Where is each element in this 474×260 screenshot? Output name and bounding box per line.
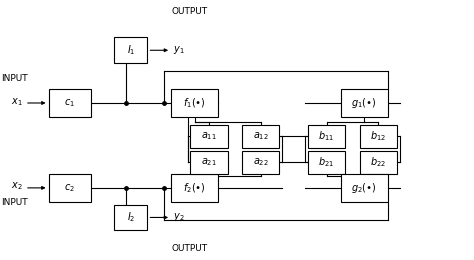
Text: $b_{22}$: $b_{22}$	[370, 155, 386, 169]
FancyBboxPatch shape	[359, 125, 397, 148]
Text: $b_{11}$: $b_{11}$	[319, 129, 335, 143]
Text: $a_{22}$: $a_{22}$	[253, 156, 268, 168]
Text: $f_2(\bullet)$: $f_2(\bullet)$	[183, 181, 206, 195]
FancyBboxPatch shape	[308, 125, 346, 148]
FancyBboxPatch shape	[190, 125, 228, 148]
Text: $a_{21}$: $a_{21}$	[201, 156, 217, 168]
Text: OUTPUT: OUTPUT	[172, 244, 208, 253]
Text: $g_2(\bullet)$: $g_2(\bullet)$	[351, 181, 377, 195]
Text: $y_2$: $y_2$	[173, 211, 185, 223]
FancyBboxPatch shape	[242, 125, 279, 148]
FancyBboxPatch shape	[359, 151, 397, 174]
Text: $I_2$: $I_2$	[127, 211, 135, 224]
FancyBboxPatch shape	[171, 89, 218, 117]
FancyBboxPatch shape	[308, 151, 346, 174]
Text: $c_1$: $c_1$	[64, 97, 75, 109]
Text: $f_1(\bullet)$: $f_1(\bullet)$	[183, 96, 206, 110]
Text: $c_2$: $c_2$	[64, 182, 75, 194]
FancyBboxPatch shape	[115, 37, 147, 63]
Text: $a_{12}$: $a_{12}$	[253, 131, 268, 142]
Text: $b_{12}$: $b_{12}$	[370, 129, 386, 143]
Text: $g_1(\bullet)$: $g_1(\bullet)$	[351, 96, 377, 110]
Text: $x_1$: $x_1$	[11, 96, 22, 108]
Text: OUTPUT: OUTPUT	[172, 7, 208, 16]
FancyBboxPatch shape	[171, 174, 218, 202]
FancyBboxPatch shape	[190, 151, 228, 174]
Text: INPUT: INPUT	[1, 198, 28, 206]
Text: $I_1$: $I_1$	[127, 43, 135, 57]
Text: $x_2$: $x_2$	[11, 181, 22, 192]
FancyBboxPatch shape	[341, 174, 388, 202]
Text: INPUT: INPUT	[1, 74, 28, 83]
FancyBboxPatch shape	[115, 205, 147, 230]
Text: $a_{11}$: $a_{11}$	[201, 131, 217, 142]
FancyBboxPatch shape	[48, 89, 91, 117]
FancyBboxPatch shape	[48, 174, 91, 202]
Text: $y_1$: $y_1$	[173, 44, 185, 56]
FancyBboxPatch shape	[341, 89, 388, 117]
FancyBboxPatch shape	[242, 151, 279, 174]
Text: $b_{21}$: $b_{21}$	[319, 155, 335, 169]
